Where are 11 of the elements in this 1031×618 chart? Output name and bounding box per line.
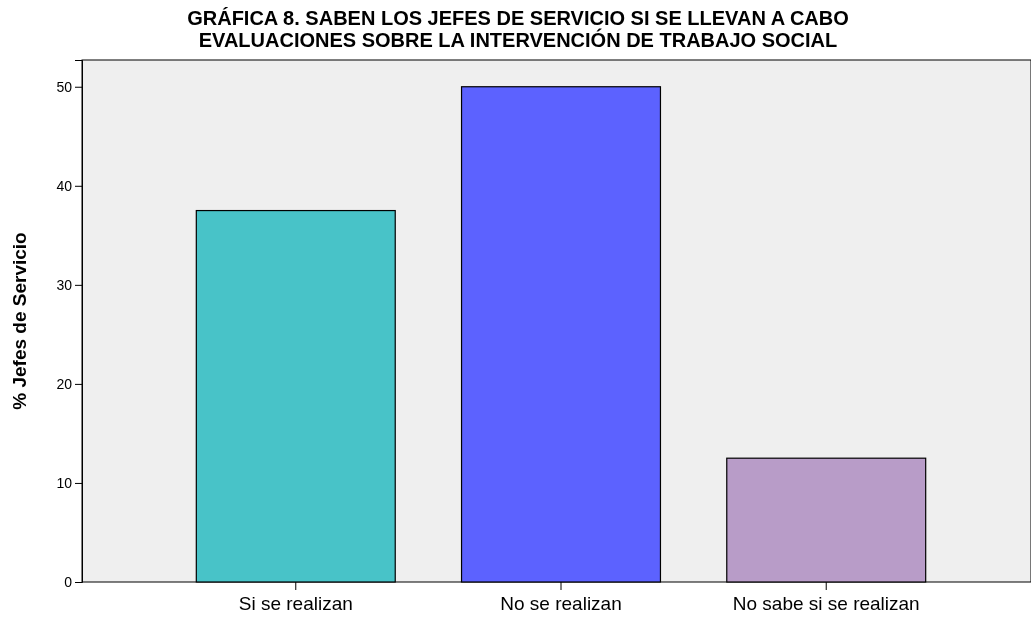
y-axis-title: % Jefes de Servicio bbox=[9, 232, 30, 410]
y-tick-label: 30 bbox=[56, 276, 73, 293]
chart-title: GRÁFICA 8. SABEN LOS JEFES DE SERVICIO SI SE LLEVAN A CABO EVALUACIONES SOBRE LA INTERVENCIÓN DE TRABAJO SOCIAL bbox=[187, 7, 849, 51]
y-tick-label: 0 bbox=[64, 573, 73, 590]
y-tick-label: 40 bbox=[56, 177, 73, 194]
y-tick-label: 20 bbox=[56, 375, 73, 392]
y-tick-label: 50 bbox=[56, 78, 73, 95]
x-tick-label: Si se realizan bbox=[238, 593, 353, 615]
x-tick-label: No sabe si se realizan bbox=[732, 593, 920, 615]
y-tick-label: 10 bbox=[56, 474, 73, 491]
x-tick-label: No se realizan bbox=[500, 593, 622, 615]
